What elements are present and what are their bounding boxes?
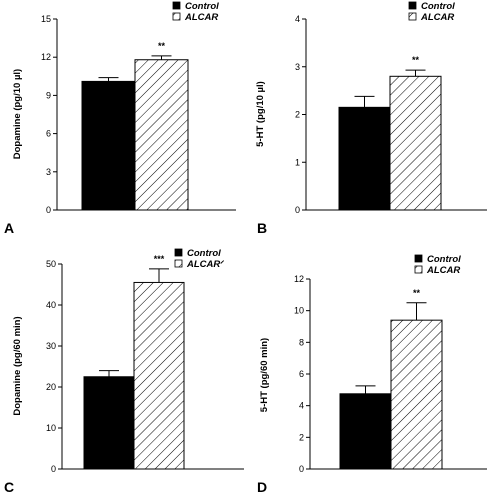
chart-panel-a: 0 3 6 9 12 15 Dopamine (pg/10 µl) ** ControlALCA… xyxy=(4,1,236,236)
legend-swatch-control xyxy=(174,248,183,257)
y-tick-label: 0 xyxy=(295,205,300,215)
panel-label: D xyxy=(257,479,267,493)
y-tick-label: 2 xyxy=(295,110,300,120)
legend-swatch-control xyxy=(414,254,423,263)
bar-alcar xyxy=(133,281,185,470)
y-axis-label: 5-HT (pg/60 min) xyxy=(259,338,270,412)
legend-label: Control xyxy=(427,254,461,265)
bar-alcar xyxy=(390,319,443,470)
legend-label: Control xyxy=(185,1,219,12)
y-tick-label: 8 xyxy=(299,337,304,347)
bar-alcar xyxy=(134,59,189,211)
legend-label: ALCARᐟ xyxy=(186,259,224,270)
y-tick-label: 0 xyxy=(46,205,51,215)
y-tick-label: 1 xyxy=(295,157,300,167)
significance-marker: *** xyxy=(154,254,165,264)
y-tick-label: 10 xyxy=(46,423,56,433)
y-tick-label: 3 xyxy=(295,62,300,72)
panel-label: A xyxy=(4,220,14,236)
y-axis-label: 5-HT (pg/10 µl) xyxy=(255,81,266,147)
y-tick-label: 0 xyxy=(51,464,56,474)
y-tick-label: 20 xyxy=(46,382,56,392)
legend-swatch-control xyxy=(408,1,417,10)
y-tick-label: 0 xyxy=(299,464,304,474)
y-tick-label: 6 xyxy=(299,369,304,379)
y-tick-label: 4 xyxy=(295,14,300,24)
bar-control xyxy=(83,376,135,470)
y-tick-label: 30 xyxy=(46,341,56,351)
y-tick-label: 50 xyxy=(46,259,56,269)
y-tick-label: 6 xyxy=(46,129,51,139)
legend-label: ALCAR xyxy=(420,12,454,23)
significance-marker: ** xyxy=(412,55,420,65)
y-tick-label: 15 xyxy=(41,14,51,24)
legend-label: Control xyxy=(421,1,455,12)
y-tick-label: 40 xyxy=(46,300,56,310)
y-axis-label: Dopamine (pg/10 µl) xyxy=(12,69,23,159)
chart-panel-c: 0 10 20 30 40 50 Dopamine (pg/60 min) *** Contro… xyxy=(4,248,244,493)
legend-label: ALCAR xyxy=(184,12,218,23)
bar-alcar xyxy=(389,75,442,211)
y-tick-label: 9 xyxy=(46,90,51,100)
significance-marker: ** xyxy=(158,41,166,51)
y-tick-label: 12 xyxy=(41,52,51,62)
panel-label: C xyxy=(4,479,14,493)
legend-swatch-control xyxy=(172,1,181,10)
bar-control xyxy=(81,80,136,211)
legend-swatch-alcar xyxy=(174,259,183,268)
y-tick-label: 3 xyxy=(46,167,51,177)
bar-control xyxy=(338,106,391,211)
y-tick-label: 10 xyxy=(294,306,304,316)
significance-marker: ** xyxy=(413,288,421,298)
legend-swatch-alcar xyxy=(172,12,181,21)
y-axis-label: Dopamine (pg/60 min) xyxy=(12,316,23,415)
y-tick-label: 2 xyxy=(299,432,304,442)
panel-label: B xyxy=(257,220,267,236)
legend-label: Control xyxy=(187,248,221,259)
legend-label: ALCAR xyxy=(426,265,460,276)
legend-swatch-alcar xyxy=(408,12,417,21)
y-tick-label: 4 xyxy=(299,401,304,411)
legend-swatch-alcar xyxy=(414,265,423,274)
bar-control xyxy=(339,393,392,470)
y-tick-label: 12 xyxy=(294,274,304,284)
